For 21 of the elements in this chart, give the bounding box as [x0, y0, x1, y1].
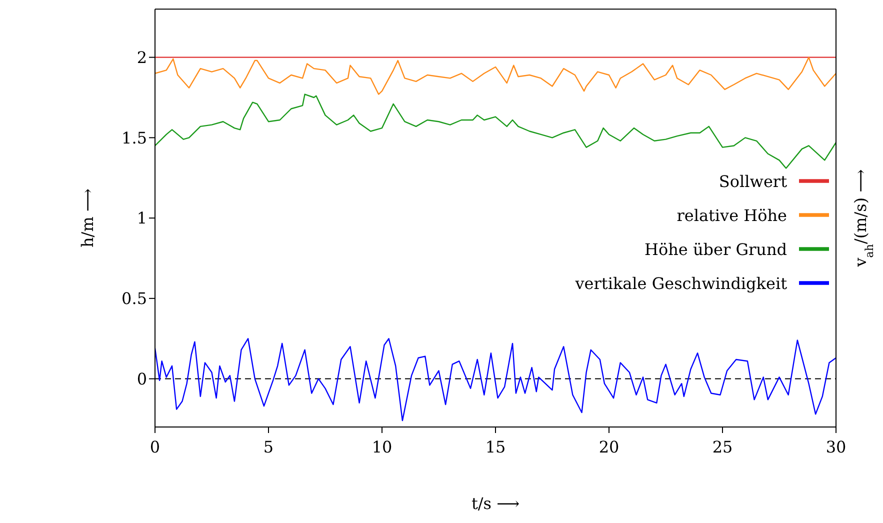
y-tick-label: 0	[136, 369, 147, 388]
y-tick-label: 1.5	[122, 128, 147, 148]
legend-label: Sollwert	[718, 172, 787, 190]
y-tick-label: 0.5	[122, 289, 147, 308]
x-tick-label: 20	[598, 437, 620, 456]
y-tick-label: 2	[136, 48, 147, 67]
legend-label: relative Höhe	[676, 206, 787, 224]
legend-label: vertikale Geschwindigkeit	[575, 274, 787, 292]
x-tick-label: 15	[485, 437, 506, 456]
x-axis-title: t/s ⟶	[471, 494, 520, 513]
x-tick-label: 10	[372, 437, 392, 456]
y-tick-label: 1	[136, 208, 147, 228]
line-series	[155, 94, 836, 169]
legend-label: Höhe über Grund	[644, 240, 787, 258]
x-tick-label: 30	[826, 437, 846, 456]
x-tick-label: 0	[150, 437, 160, 456]
x-tick-label: 5	[263, 437, 274, 456]
x-tick-label: 25	[712, 437, 733, 456]
line-series	[155, 56, 836, 95]
y-axis-title: h/m ⟶	[78, 188, 97, 248]
line-series	[155, 338, 836, 422]
